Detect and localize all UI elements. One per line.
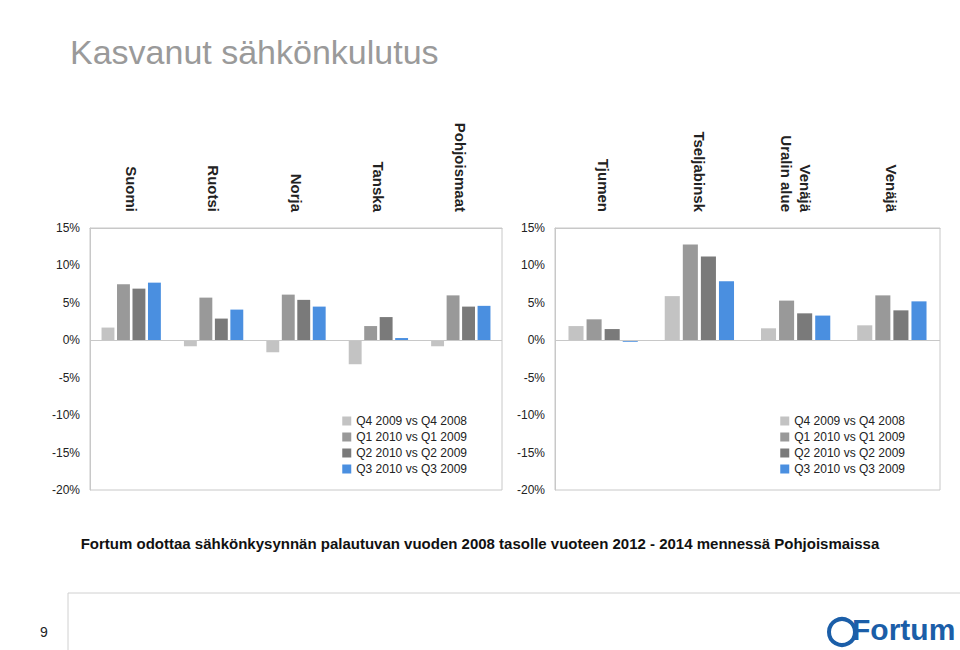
svg-text:9: 9 xyxy=(40,624,48,640)
svg-text:Venäjä: Venäjä xyxy=(797,164,814,212)
svg-text:10%: 10% xyxy=(521,258,545,272)
svg-text:-10%: -10% xyxy=(52,408,80,422)
svg-text:Q4 2009 vs Q4 2008: Q4 2009 vs Q4 2008 xyxy=(794,414,905,428)
svg-text:-10%: -10% xyxy=(517,408,545,422)
svg-text:Q1 2010 vs Q1 2009: Q1 2010 vs Q1 2009 xyxy=(794,430,905,444)
svg-text:Q1 2010 vs Q1 2009: Q1 2010 vs Q1 2009 xyxy=(356,430,467,444)
svg-text:Tseljabinsk: Tseljabinsk xyxy=(691,131,708,212)
svg-text:5%: 5% xyxy=(63,296,81,310)
svg-text:0%: 0% xyxy=(63,333,81,347)
svg-text:-5%: -5% xyxy=(59,371,81,385)
svg-text:0%: 0% xyxy=(528,333,546,347)
svg-text:Fortum: Fortum xyxy=(852,613,955,646)
svg-text:Q3 2010 vs Q3 2009: Q3 2010 vs Q3 2009 xyxy=(356,462,467,476)
svg-text:10%: 10% xyxy=(56,258,80,272)
svg-text:Venäjä: Venäjä xyxy=(883,164,900,212)
svg-text:Suomi: Suomi xyxy=(123,166,140,212)
svg-text:15%: 15% xyxy=(521,221,545,235)
svg-text:Kasvanut sähkönkulutus: Kasvanut sähkönkulutus xyxy=(70,33,439,71)
svg-text:Norja: Norja xyxy=(288,174,305,213)
svg-text:Tjumen: Tjumen xyxy=(595,159,612,212)
svg-text:-20%: -20% xyxy=(517,483,545,497)
svg-text:-5%: -5% xyxy=(524,371,546,385)
svg-text:Ruotsi: Ruotsi xyxy=(205,165,222,212)
svg-text:Fortum odottaa sähkönkysynnän: Fortum odottaa sähkönkysynnän palautuvan… xyxy=(81,535,880,552)
svg-text:-20%: -20% xyxy=(52,483,80,497)
svg-text:-15%: -15% xyxy=(52,446,80,460)
svg-text:Q2 2010 vs Q2 2009: Q2 2010 vs Q2 2009 xyxy=(356,446,467,460)
svg-text:Q4 2009 vs Q4 2008: Q4 2009 vs Q4 2008 xyxy=(356,414,467,428)
svg-text:Pohjoismaat: Pohjoismaat xyxy=(452,123,469,212)
svg-text:5%: 5% xyxy=(528,296,546,310)
svg-text:Uralin alue: Uralin alue xyxy=(778,135,795,212)
svg-text:Q2 2010 vs Q2 2009: Q2 2010 vs Q2 2009 xyxy=(794,446,905,460)
svg-text:Q3 2010 vs Q3 2009: Q3 2010 vs Q3 2009 xyxy=(794,462,905,476)
svg-text:15%: 15% xyxy=(56,221,80,235)
svg-text:-15%: -15% xyxy=(517,446,545,460)
svg-text:Tanska: Tanska xyxy=(370,161,387,212)
